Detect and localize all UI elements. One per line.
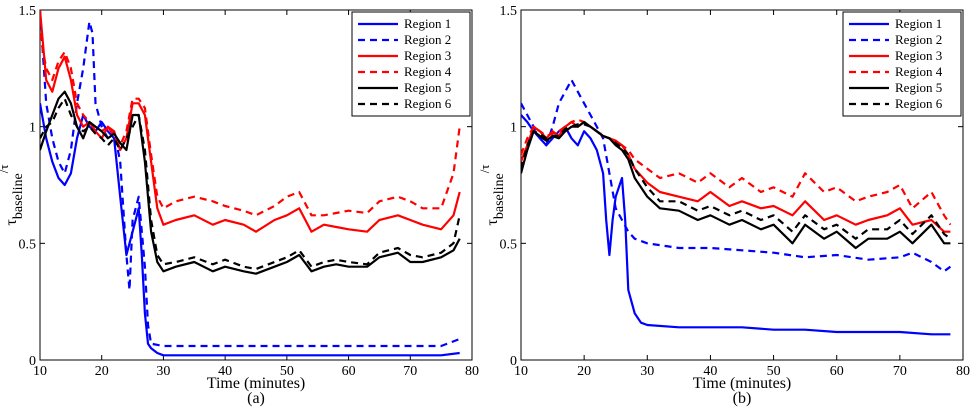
legend-box bbox=[351, 11, 471, 117]
legend-label: Region 6 bbox=[895, 96, 943, 111]
y-label-tail: /τ bbox=[477, 164, 492, 173]
y-label-sub: baseline bbox=[492, 173, 507, 219]
legend-label: Region 2 bbox=[895, 32, 942, 47]
legend-label: Region 2 bbox=[404, 32, 451, 47]
y-tick-label: 1 bbox=[29, 121, 36, 136]
x-tick-label: 10 bbox=[514, 364, 528, 379]
y-tick-label: 1.5 bbox=[19, 4, 37, 19]
x-tick-label: 30 bbox=[640, 364, 654, 379]
x-tick-label: 80 bbox=[956, 364, 970, 379]
legend-label: Region 5 bbox=[895, 80, 942, 95]
x-tick-label: 80 bbox=[465, 364, 479, 379]
panel-label: (a) bbox=[247, 390, 265, 407]
x-tick-label: 70 bbox=[893, 364, 907, 379]
legend-label: Region 1 bbox=[404, 16, 451, 31]
y-tick-label: 0.5 bbox=[500, 237, 518, 252]
x-tick-label: 50 bbox=[767, 364, 781, 379]
x-tick-label: 20 bbox=[95, 364, 109, 379]
series-line-5 bbox=[521, 120, 951, 250]
x-tick-label: 20 bbox=[577, 364, 591, 379]
y-tick-label: 0.5 bbox=[19, 237, 37, 252]
panel-label: (b) bbox=[733, 390, 752, 407]
legend-label: Region 1 bbox=[895, 16, 942, 31]
series-line-4 bbox=[521, 118, 952, 226]
y-tick-label: 0 bbox=[29, 354, 36, 369]
legend-label: Region 3 bbox=[895, 48, 942, 63]
y-label-main: τ bbox=[3, 219, 20, 226]
x-tick-label: 40 bbox=[703, 364, 717, 379]
legend-box bbox=[842, 11, 962, 117]
legend-label: Region 5 bbox=[404, 80, 451, 95]
x-tick-label: 50 bbox=[280, 364, 294, 379]
series-line-6 bbox=[40, 97, 461, 271]
y-tick-label: 1 bbox=[510, 121, 517, 136]
legend-label: Region 4 bbox=[895, 64, 943, 79]
x-tick-label: 60 bbox=[342, 364, 356, 379]
y-tick-label: 0 bbox=[510, 354, 517, 369]
x-tick-label: 60 bbox=[830, 364, 844, 379]
series-line-6 bbox=[521, 123, 952, 240]
x-tick-label: 30 bbox=[156, 364, 170, 379]
y-label-tail: /τ bbox=[0, 164, 11, 173]
series-line-2 bbox=[40, 10, 461, 348]
x-tick-label: 70 bbox=[403, 364, 417, 379]
legend-label: Region 4 bbox=[404, 64, 452, 79]
y-label-main: τ bbox=[484, 219, 501, 226]
series-line-5 bbox=[40, 90, 461, 275]
series-line-2 bbox=[521, 78, 952, 273]
x-tick-label: 10 bbox=[33, 364, 47, 379]
series-line-4 bbox=[40, 33, 461, 217]
y-axis-label: τbaseline/τ bbox=[477, 164, 507, 225]
legend-label: Region 3 bbox=[404, 48, 451, 63]
y-tick-label: 1.5 bbox=[500, 4, 518, 19]
x-tick-label: 40 bbox=[218, 364, 232, 379]
x-axis-label: Time (minutes) bbox=[693, 375, 792, 392]
y-axis-label: τbaseline/τ bbox=[0, 164, 26, 225]
legend-label: Region 6 bbox=[404, 96, 452, 111]
x-axis-label: Time (minutes) bbox=[207, 375, 306, 392]
series-line-3 bbox=[40, 10, 461, 233]
y-label-sub: baseline bbox=[11, 173, 26, 219]
